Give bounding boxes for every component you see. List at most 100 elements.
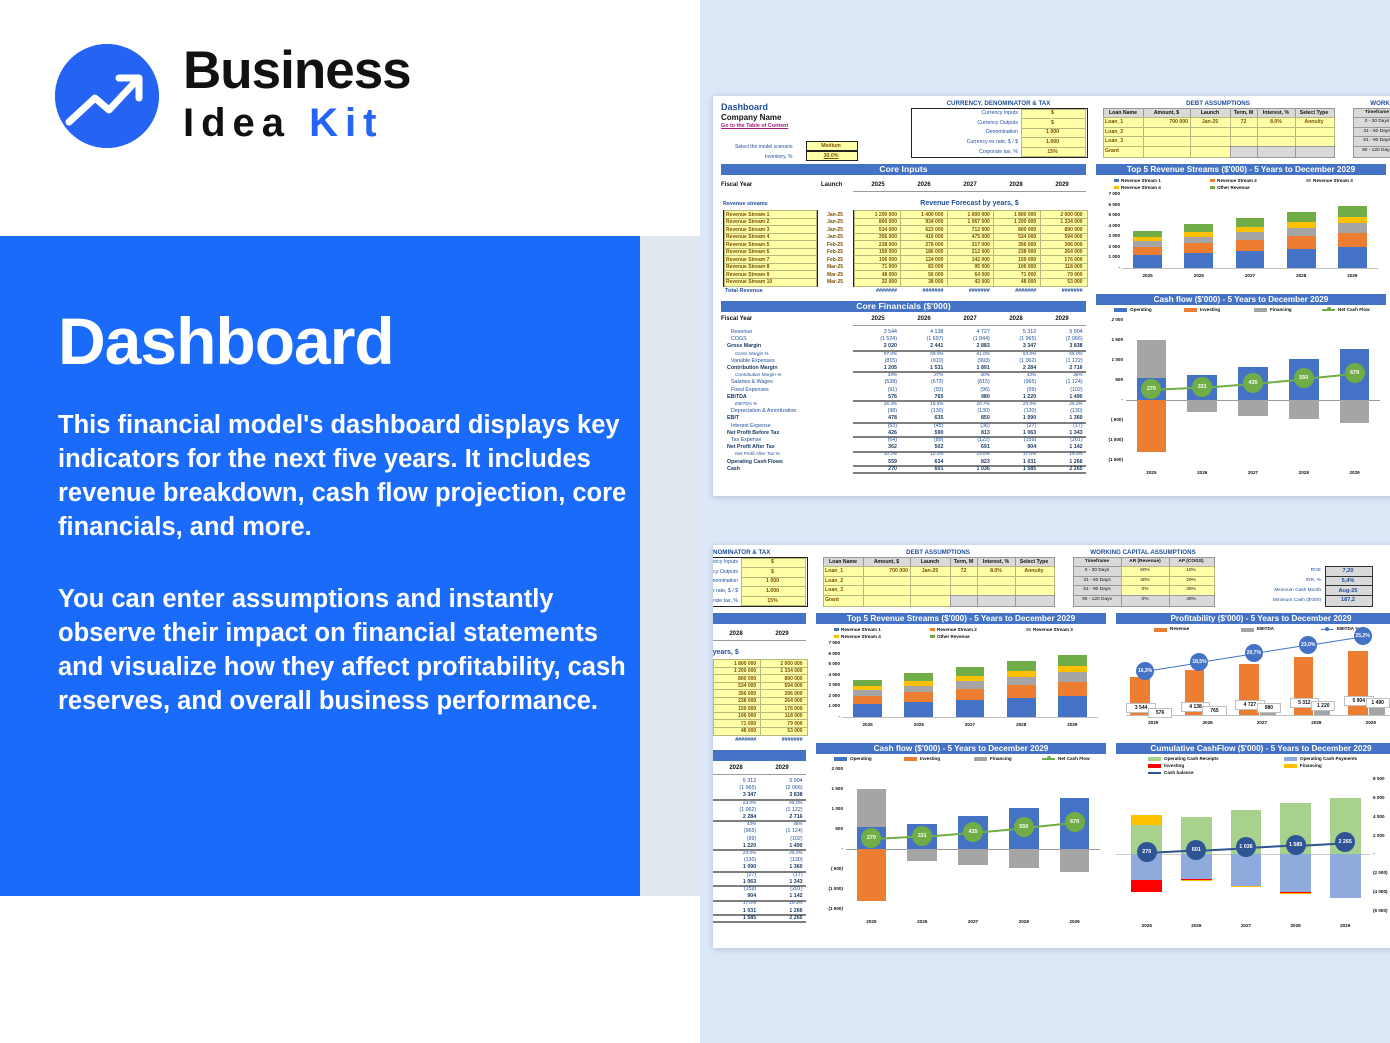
y-axis-tick[interactable]: 5 000	[828, 661, 841, 667]
cf-row-value[interactable]: (673)	[931, 379, 944, 386]
y-axis-tick[interactable]: -	[1121, 397, 1123, 402]
bar-segment[interactable]	[1058, 681, 1087, 696]
cf-row-value[interactable]: 19.3%	[789, 900, 803, 906]
bar-segment[interactable]	[1184, 253, 1214, 268]
cf-row-rule[interactable]	[713, 870, 806, 873]
ebitda-pct-marker[interactable]: 23,0%	[1299, 635, 1318, 654]
x-axis-tick[interactable]: 2026	[913, 722, 924, 727]
cf-row-rule[interactable]	[853, 450, 1086, 453]
cf-row-value[interactable]: 5 904	[1069, 329, 1083, 335]
cf-row-label[interactable]: Contribution Margin	[727, 365, 778, 371]
debt-cell-value[interactable]: 8.0%	[1270, 119, 1282, 125]
cf-row-label[interactable]: EBITDA %	[735, 401, 758, 406]
net-cash-flow-marker[interactable]: 679	[1344, 362, 1365, 383]
ebitda-pct-marker[interactable]: 18,5%	[1190, 652, 1209, 671]
rev-value[interactable]: 32 000	[881, 279, 897, 286]
cf-row-value[interactable]: (1 122)	[785, 806, 803, 813]
rev-name-value[interactable]: Revenue Stream 5	[726, 241, 770, 248]
ebitda-bar-label[interactable]: 576	[1147, 707, 1173, 718]
rev-value[interactable]: 890 000	[784, 675, 803, 682]
dashboard-screenshot-top[interactable]: Dashboard Company Name Go to the Table of …	[713, 96, 1390, 496]
rev-value[interactable]: 594 000	[784, 683, 803, 690]
cf-row-value[interactable]: 904	[1027, 444, 1037, 451]
legend-label[interactable]: EBITDA	[1257, 626, 1275, 631]
bar-segment[interactable]	[1006, 660, 1036, 672]
bar-segment[interactable]	[1286, 248, 1316, 268]
wc-cell-value[interactable]: 0 - 30 Days	[1364, 119, 1390, 124]
bar-segment[interactable]	[1133, 230, 1162, 238]
rev-value[interactable]: 95 000	[974, 264, 990, 271]
rev-value[interactable]: 1 800 000	[1013, 211, 1037, 218]
rev-value[interactable]: 238 000	[1018, 249, 1037, 256]
bar-segment[interactable]	[1006, 685, 1036, 698]
cf-year[interactable]: 2028	[729, 765, 743, 771]
rev-name-value[interactable]: Revenue Stream 8	[726, 264, 770, 271]
cf-row-value[interactable]: 1 036	[976, 465, 990, 472]
cf-row-value[interactable]: 5 904	[789, 778, 803, 784]
rev-value[interactable]: 176 000	[784, 705, 803, 712]
legend-swatch[interactable]	[904, 757, 917, 762]
cf-underline[interactable]	[853, 325, 1086, 326]
currency-row-label[interactable]: Currency ex rate, $ / $	[966, 139, 1018, 145]
legend-label[interactable]: Financing	[990, 756, 1012, 761]
financing-bar[interactable]	[1131, 814, 1163, 826]
x-axis-tick[interactable]: 2027	[1256, 720, 1268, 725]
legend-label[interactable]: Revenue Stream 2	[1217, 178, 1257, 183]
rev-value[interactable]: 475 000	[971, 234, 990, 241]
rev-value[interactable]: 356 000	[738, 690, 757, 697]
legend-swatch[interactable]	[1210, 186, 1215, 190]
bar-segment[interactable]	[1058, 654, 1087, 667]
rev-name-value[interactable]: Revenue Stream 7	[726, 256, 770, 263]
financing-bar[interactable]	[1136, 339, 1167, 378]
cf-year[interactable]: 2029	[775, 765, 789, 771]
cf-row-label[interactable]: Interest Expense	[731, 422, 771, 429]
cf-row-value[interactable]: 576	[888, 393, 897, 400]
rev-value[interactable]: 159 000	[1018, 256, 1037, 263]
cf-row-rule[interactable]	[713, 899, 806, 902]
rev-name-value[interactable]: Revenue Stream 10	[726, 279, 773, 286]
cf-row-value[interactable]: 2 284	[1022, 365, 1037, 371]
total-revenue-value[interactable]: #######	[1015, 288, 1037, 294]
financing-bar[interactable]	[1059, 849, 1090, 873]
x-axis-tick[interactable]: 2025	[866, 919, 877, 924]
bar-segment[interactable]	[904, 685, 934, 693]
bar-segment[interactable]	[1006, 671, 1036, 677]
legend-label[interactable]: Investing	[1164, 763, 1185, 768]
cf-row-value[interactable]: (201)	[790, 886, 803, 892]
kpi-label[interactable]: Minimum Cash ($'000)	[1272, 597, 1321, 603]
core-inputs-year[interactable]: 2026	[917, 182, 931, 188]
wc-cell-value[interactable]: 90 - 120 Days	[1362, 148, 1390, 154]
bar-segment[interactable]	[1006, 676, 1036, 686]
kpi-label[interactable]: ROE	[1310, 568, 1321, 574]
x-axis-tick[interactable]: 2026	[1191, 923, 1202, 928]
cf-year[interactable]: 2027	[963, 316, 977, 322]
kpi-label[interactable]: Minimum Cash Month	[1274, 587, 1321, 593]
cf-row-value[interactable]: 17.0%	[742, 900, 757, 906]
bar-segment[interactable]	[1133, 255, 1162, 268]
cf-row-label[interactable]: Contribution Margin %	[735, 372, 782, 378]
x-axis-tick[interactable]: 2026	[1202, 720, 1213, 725]
revenue-forecast-title[interactable]: Revenue Forecast by years, $	[713, 649, 739, 656]
investing-bar[interactable]	[1131, 879, 1163, 893]
cf-row-value[interactable]: (27)	[746, 871, 757, 878]
bar-segment[interactable]	[904, 673, 934, 682]
rev-launch-value[interactable]: Feb-25	[826, 249, 844, 256]
launch-label[interactable]: Launch	[821, 182, 843, 188]
x-axis-line[interactable]	[1122, 268, 1378, 269]
cf-underline[interactable]	[713, 774, 806, 775]
kpi-value[interactable]: Aug-25	[1338, 587, 1358, 594]
x-axis-tick[interactable]: 2029	[1347, 273, 1358, 278]
cf-row-value[interactable]: (27)	[1026, 422, 1037, 429]
cf-row-label[interactable]: Salaries & Wages	[731, 379, 773, 386]
debt-cell-value[interactable]: Loan_2	[1105, 128, 1124, 135]
net-cash-flow-marker[interactable]: 435	[963, 821, 983, 842]
x-axis-tick[interactable]: 2028	[1018, 919, 1029, 924]
cf-row-value[interactable]: 1 205	[883, 365, 897, 371]
cf-row-rule[interactable]	[853, 472, 1086, 475]
rev-value[interactable]: 53 000	[787, 728, 803, 735]
total-revenue-value[interactable]: #######	[735, 737, 757, 743]
currency-row-input[interactable]	[741, 595, 806, 607]
cf-row-rule[interactable]	[713, 820, 806, 823]
cf-row-value[interactable]: 5 312	[1022, 329, 1037, 335]
y-axis-tick[interactable]: 2 000	[1108, 243, 1121, 249]
